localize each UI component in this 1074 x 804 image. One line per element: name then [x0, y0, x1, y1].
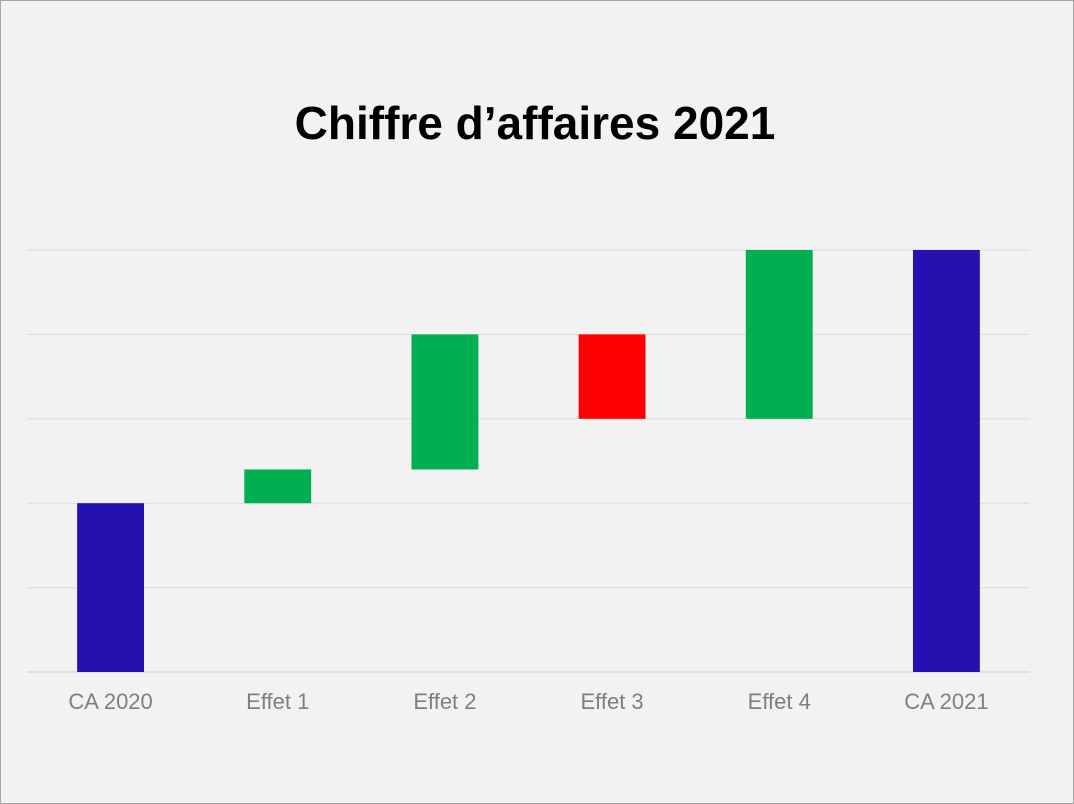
x-tick-label: CA 2021 — [904, 689, 988, 714]
bar — [244, 469, 312, 504]
x-tick-label: Effet 1 — [246, 689, 309, 714]
x-tick-label: Effet 2 — [413, 689, 476, 714]
chart-title: Chiffre d’affaires 2021 — [295, 97, 776, 149]
x-tick-label: Effet 3 — [580, 689, 643, 714]
bar — [745, 250, 813, 419]
bar — [77, 503, 145, 672]
bar — [912, 250, 980, 672]
x-tick-label: CA 2020 — [68, 689, 152, 714]
bar — [578, 334, 646, 419]
x-tick-label: Effet 4 — [748, 689, 811, 714]
bar — [411, 334, 479, 470]
